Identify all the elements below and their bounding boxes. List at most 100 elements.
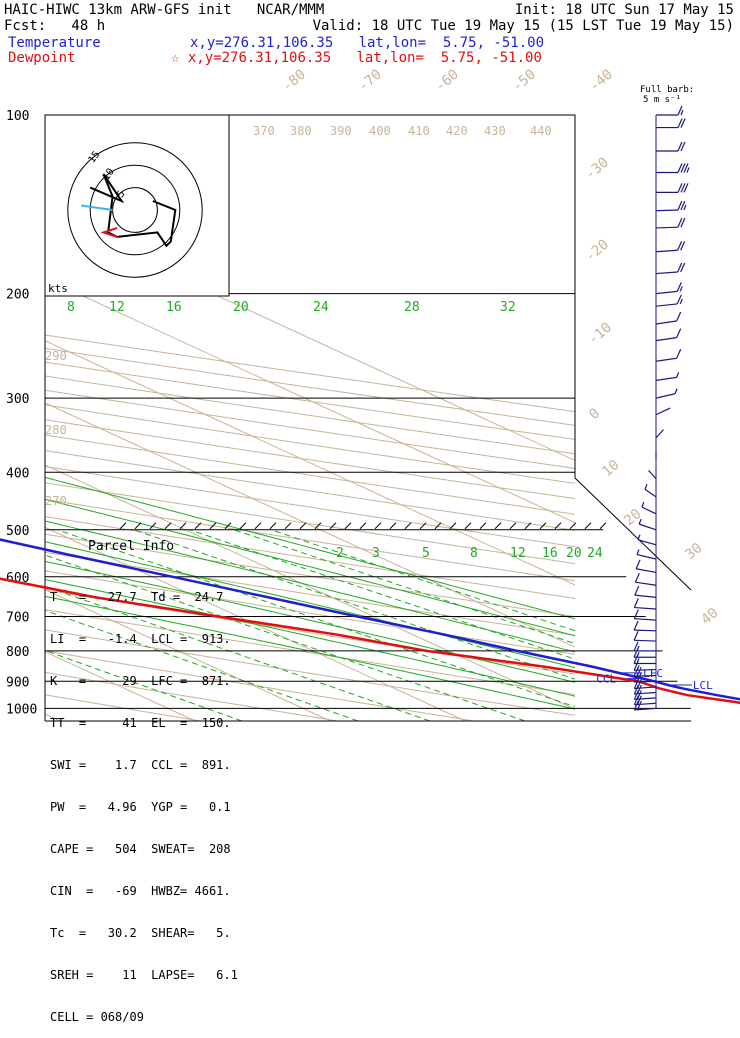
barb-flag — [680, 200, 686, 211]
init-time: Init: 18 UTC Sun 17 May 15 — [514, 2, 734, 18]
mixing-ratio-line — [233, 529, 575, 645]
barb-flag — [633, 641, 639, 652]
wind-barb — [633, 598, 657, 610]
mixing-ratio-label: 2 — [336, 546, 344, 561]
barb-half-flag — [644, 483, 648, 490]
wind-barb — [655, 240, 686, 253]
dry-adiabat — [45, 551, 575, 636]
barb-half-flag — [636, 658, 640, 664]
hatch-mark — [239, 522, 247, 530]
barb-flag — [677, 262, 683, 273]
barb-flag — [636, 695, 642, 705]
wind-barb — [634, 572, 657, 586]
hatch-mark — [404, 522, 412, 530]
pressure-label: 700 — [6, 611, 29, 626]
dewpoint-location-text: x,y=276.31,106.35 lat,lon= 5.75, -51.00 — [187, 50, 542, 66]
barb-flag — [680, 262, 686, 273]
dewpoint-location: ☆ x,y=276.31,106.35 lat,lon= 5.75, -51.0… — [171, 50, 542, 66]
barb-shaft — [655, 337, 677, 342]
forecast-hour: Fcst: 48 h — [4, 18, 106, 34]
barb-shaft — [634, 629, 657, 632]
barb-flag — [680, 141, 686, 152]
wind-barb — [633, 620, 657, 632]
dry-adiabat — [45, 650, 474, 721]
barb-shaft — [655, 249, 678, 253]
barb-shaft — [655, 271, 678, 275]
moist-adiabats — [45, 476, 575, 710]
hatch-mark — [494, 522, 502, 530]
theta-label: 420 — [446, 124, 468, 138]
hatch-mark — [149, 522, 157, 530]
barb-half-flag — [679, 298, 683, 305]
barb-flag — [680, 217, 686, 228]
parcel-row: Tc = 30.2 SHEAR= 5. — [50, 926, 231, 940]
isotherm-line — [45, 277, 575, 524]
hatch-mark — [209, 522, 217, 530]
hodograph-units: kts — [48, 282, 68, 295]
barb-shaft — [648, 469, 657, 480]
mixing-ratio-label: 24 — [313, 300, 329, 315]
barb-half-flag — [636, 645, 640, 652]
hatch-mark — [119, 522, 127, 530]
barb-shaft — [641, 506, 657, 515]
mixing-ratio-line — [45, 585, 430, 721]
isotherm-label: -40 — [586, 67, 616, 96]
hodograph-box — [44, 114, 230, 297]
barb-flag — [636, 679, 642, 689]
barb-shaft — [635, 581, 657, 586]
barb-shaft — [634, 606, 657, 610]
pressure-label: 400 — [6, 466, 29, 481]
hatch-mark — [434, 522, 442, 530]
wind-barb — [638, 518, 657, 531]
wind-barb — [655, 407, 671, 416]
theta-label: 270 — [45, 494, 67, 508]
barb-half-flag — [637, 534, 641, 540]
barb-flag — [633, 609, 639, 619]
barb-flag — [677, 118, 683, 128]
mixing-ratio-label: 20 — [566, 546, 582, 561]
wind-barb — [656, 183, 689, 193]
frame-edge — [45, 114, 692, 591]
dewpoint-legend: Dewpoint — [8, 50, 76, 66]
barb-half-flag — [636, 549, 640, 555]
barb-shaft — [637, 539, 657, 546]
mixing-ratio-label: 32 — [500, 300, 516, 315]
wind-barb — [655, 282, 683, 295]
barb-shaft — [655, 303, 678, 307]
barb-flag — [677, 200, 683, 211]
barb-shaft — [655, 429, 664, 439]
moist-adiabat — [45, 595, 575, 710]
parcel-row: CAPE = 504 SWEAT= 208 — [50, 842, 231, 856]
wind-barb — [655, 349, 682, 362]
mixing-ratio-line — [45, 609, 359, 721]
mixing-ratio-label: 3 — [372, 546, 380, 561]
parcel-row: TT = 41 EL = 150. — [50, 716, 231, 730]
hatch-mark — [314, 522, 322, 530]
hatch-mark — [569, 522, 577, 530]
barb-flag — [677, 105, 683, 116]
hatch-mark — [524, 522, 532, 530]
isotherm-label: -10 — [585, 320, 615, 349]
barb-shaft — [655, 290, 678, 295]
isotherm-line — [45, 340, 575, 586]
parcel-row: LI = -1.4 LCL = 913. — [50, 632, 231, 646]
barb-shaft — [634, 618, 657, 621]
dry-adiabat — [45, 671, 338, 721]
wind-barb — [634, 585, 657, 599]
parcel-row: SREH = 11 LAPSE= 6.1 — [50, 968, 238, 982]
dry-adiabat — [45, 347, 575, 426]
wind-barb — [655, 294, 683, 307]
hodograph-low-level — [81, 204, 113, 211]
barb-legend-label: Full barb: — [640, 85, 694, 95]
barb-flag — [633, 631, 639, 641]
dry-adiabat — [45, 629, 575, 716]
barb-half-flag — [676, 372, 680, 378]
hatch-mark — [179, 522, 187, 530]
barb-shaft — [644, 488, 657, 498]
theta-label: 430 — [484, 124, 506, 138]
barb-shaft — [655, 209, 678, 212]
barb-half-flag — [636, 652, 640, 658]
barb-flag — [634, 572, 640, 583]
wind-barb — [633, 609, 657, 621]
